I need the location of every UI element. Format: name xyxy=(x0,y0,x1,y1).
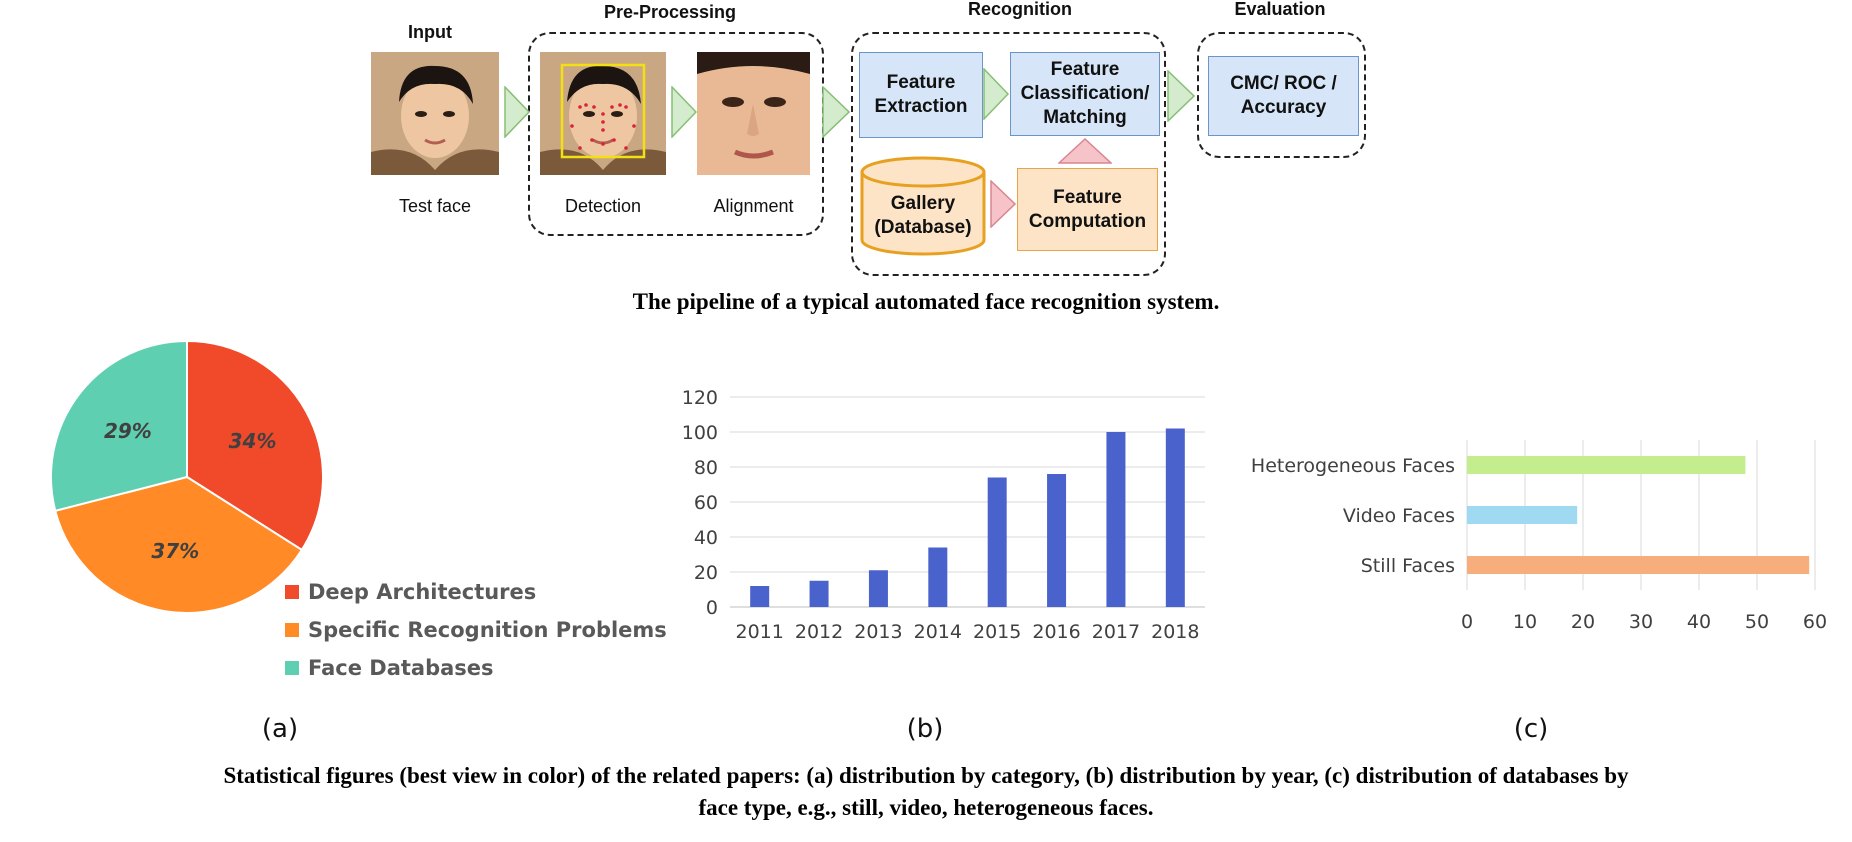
header-evaluation: Evaluation xyxy=(1234,0,1326,19)
legend-item: Face Databases xyxy=(285,651,667,685)
y-tick-label: 100 xyxy=(682,422,718,444)
bar xyxy=(1047,474,1067,607)
arrow-right-icon xyxy=(504,86,530,138)
feature-extraction-box: Feature Extraction xyxy=(859,52,983,138)
pipeline-caption: The pipeline of a typical automated face… xyxy=(632,289,1220,314)
figure-caption-line2: face type, e.g., still, video, heterogen… xyxy=(698,795,1154,820)
bar xyxy=(987,477,1007,607)
label-test-face: Test face xyxy=(398,196,472,216)
x-tick-label: 50 xyxy=(1745,611,1769,633)
y-tick-label: 20 xyxy=(694,562,718,584)
y-tick-label: 120 xyxy=(682,387,718,409)
y-tick-label: 40 xyxy=(694,527,718,549)
evaluation-metrics-box: CMC/ ROC / Accuracy xyxy=(1208,56,1359,136)
x-tick-label: 10 xyxy=(1513,611,1537,633)
x-tick-label: 2011 xyxy=(736,621,784,643)
bar xyxy=(1106,432,1126,607)
test-face-photo xyxy=(371,52,499,175)
bar xyxy=(750,586,770,607)
arrow-right-icon xyxy=(990,180,1016,228)
x-tick-label: 2018 xyxy=(1151,621,1199,643)
x-tick-label: 40 xyxy=(1687,611,1711,633)
legend-swatch xyxy=(285,661,299,675)
header-recognition: Recognition xyxy=(968,0,1072,19)
x-tick-label: 20 xyxy=(1571,611,1595,633)
x-tick-label: 2012 xyxy=(795,621,843,643)
figure-caption-line1: Statistical figures (best view in color)… xyxy=(223,763,1629,788)
pie-value-label: 37% xyxy=(151,539,199,563)
legend-label: Deep Architectures xyxy=(308,580,537,604)
legend-swatch xyxy=(285,585,299,599)
bar xyxy=(928,547,948,607)
arrow-right-icon xyxy=(983,68,1009,120)
bar xyxy=(1467,506,1578,524)
bar xyxy=(868,570,888,607)
y-tick-label: 0 xyxy=(706,597,718,619)
subcaption-b: (b) xyxy=(906,714,944,744)
arrow-right-icon xyxy=(822,86,850,138)
legend-swatch xyxy=(285,623,299,637)
feature-classification-box: Feature Classification/ Matching xyxy=(1010,52,1160,136)
y-category-label: Video Faces xyxy=(1343,505,1455,527)
bar xyxy=(1467,456,1746,474)
detection-photo xyxy=(540,52,666,175)
legend-item: Specific Recognition Problems xyxy=(285,613,667,647)
pie-slice xyxy=(50,339,188,513)
pie-slice xyxy=(54,475,304,614)
x-tick-label: 2015 xyxy=(973,621,1021,643)
label-detection: Detection xyxy=(564,196,642,216)
evaluation-group xyxy=(1197,32,1366,158)
year-bar-chart: 0 20 40 60 80 100 120 2011 2012 2013 2014 2015 2016 2… xyxy=(682,387,1205,643)
subcaption-a: (a) xyxy=(261,714,299,744)
label-alignment: Alignment xyxy=(713,196,794,216)
pie-value-label: 34% xyxy=(229,429,277,453)
x-tick-label: 2014 xyxy=(914,621,962,643)
x-tick-label: 2017 xyxy=(1092,621,1140,643)
legend-label: Face Databases xyxy=(308,656,494,680)
face-type-bar-chart: 0 10 20 30 40 50 60 Heterogeneous Faces Video Fa… xyxy=(1251,440,1827,633)
x-tick-label: 2013 xyxy=(854,621,902,643)
x-tick-label: 2016 xyxy=(1032,621,1080,643)
pie-value-label: 29% xyxy=(104,419,152,443)
x-tick-label: 30 xyxy=(1629,611,1653,633)
y-tick-label: 60 xyxy=(694,492,718,514)
x-tick-label: 0 xyxy=(1461,611,1473,633)
bar xyxy=(809,580,829,607)
alignment-photo xyxy=(697,52,810,175)
bar xyxy=(1467,556,1810,574)
gallery-database-label: Gallery (Database) xyxy=(874,193,972,238)
subcaption-c: (c) xyxy=(1513,714,1549,744)
recognition-group xyxy=(851,32,1166,276)
database-icon xyxy=(860,156,986,256)
feature-computation-box: Feature Computation xyxy=(1017,168,1158,251)
header-preprocessing: Pre-Processing xyxy=(603,2,737,22)
header-input: Input xyxy=(408,22,452,42)
arrow-right-icon xyxy=(1167,70,1195,122)
x-tick-label: 60 xyxy=(1803,611,1827,633)
pie-chart: 34% 37% 29% xyxy=(50,339,324,614)
legend-item: Deep Architectures xyxy=(285,575,667,609)
y-category-label: Heterogeneous Faces xyxy=(1251,455,1455,477)
bar xyxy=(1165,428,1185,607)
arrow-right-icon xyxy=(671,86,697,138)
pie-legend: Deep Architectures Specific Recognition … xyxy=(285,575,667,685)
arrow-up-icon xyxy=(1058,138,1112,164)
y-category-label: Still Faces xyxy=(1361,555,1455,577)
legend-label: Specific Recognition Problems xyxy=(308,618,667,642)
y-tick-label: 80 xyxy=(694,457,718,479)
